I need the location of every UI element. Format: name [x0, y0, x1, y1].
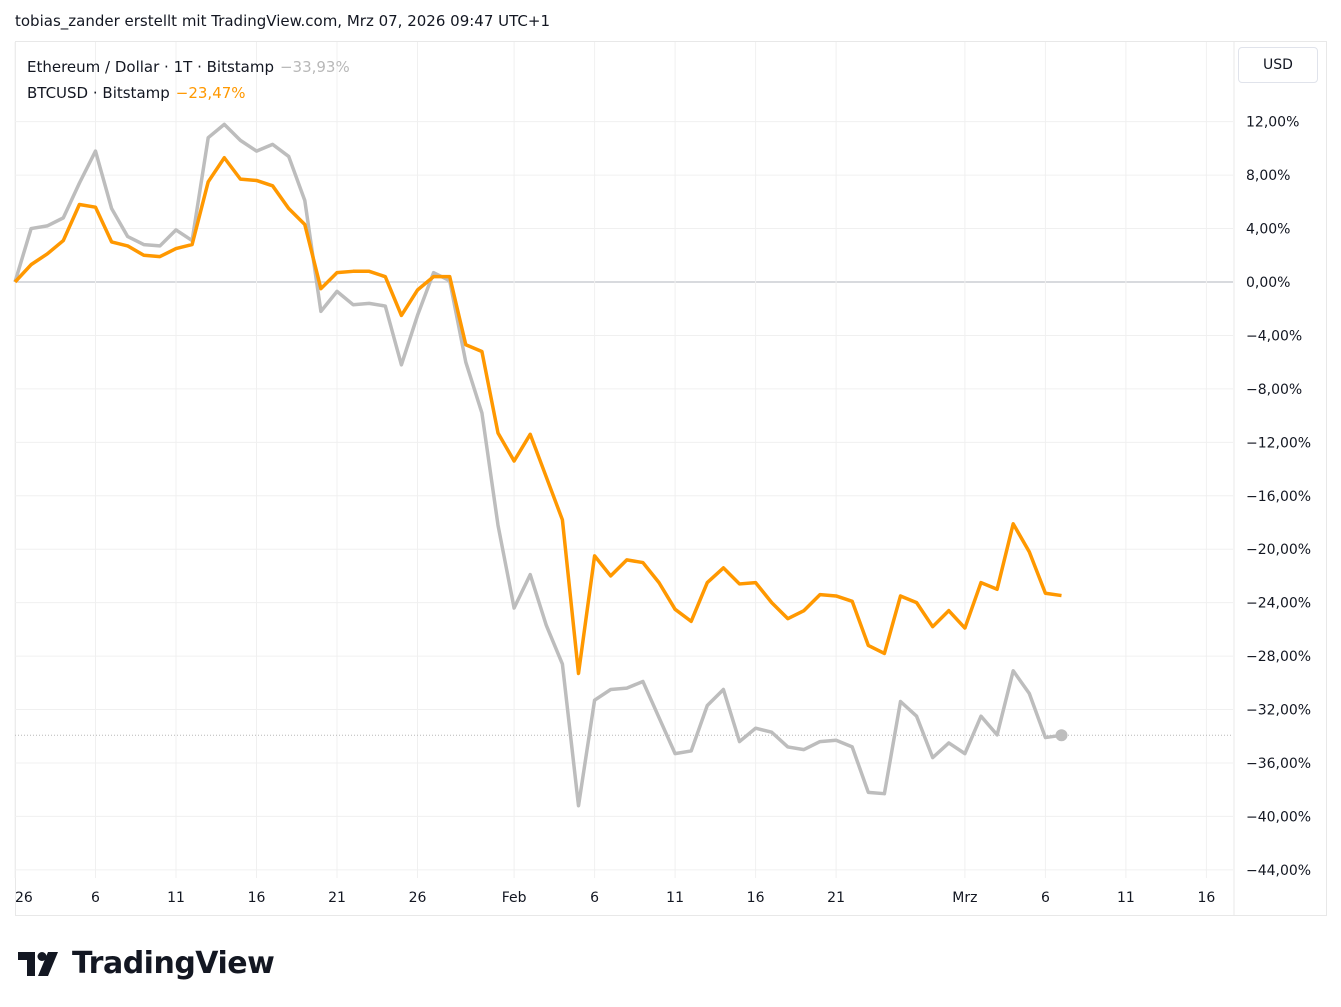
y-tick-label: −20,00% [1246, 542, 1311, 558]
y-tick-label: −40,00% [1246, 809, 1311, 825]
currency-button[interactable]: USD [1238, 47, 1318, 83]
y-tick-label: −16,00% [1246, 489, 1311, 505]
legend-btc-value: −23,47% [175, 84, 246, 102]
x-tick-label: Feb [502, 890, 527, 906]
legend-eth-label: Ethereum / Dollar · 1T · Bitstamp [27, 58, 274, 76]
x-tick-label: 16 [747, 890, 765, 906]
y-tick-label: −28,00% [1246, 649, 1311, 665]
tradingview-logo[interactable]: TradingView [18, 946, 275, 981]
x-tick-label: Mrz [952, 890, 977, 906]
eth-series-line [13, 122, 1062, 808]
x-tick-label: 11 [1117, 890, 1135, 906]
legend: Ethereum / Dollar · 1T · Bitstamp −33,93%… [27, 54, 350, 106]
y-tick-label: −32,00% [1246, 703, 1311, 719]
eth-last-point-marker [1055, 729, 1068, 742]
x-tick-label: 6 [91, 890, 100, 906]
x-tick-label: 21 [328, 890, 346, 906]
y-tick-label: −44,00% [1246, 863, 1311, 879]
attribution-header: tobias_zander erstellt mit TradingView.c… [15, 12, 550, 30]
legend-eth-value: −33,93% [279, 58, 350, 76]
y-tick-label: 0,00% [1246, 275, 1290, 291]
y-tick-label: −4,00% [1246, 328, 1302, 344]
x-tick-label: 21 [827, 890, 845, 906]
legend-btc[interactable]: BTCUSD · Bitstamp −23,47% [27, 80, 350, 106]
x-tick-label: 26 [15, 890, 33, 906]
y-tick-label: −12,00% [1246, 435, 1311, 451]
tradingview-logo-icon [18, 951, 58, 976]
y-tick-label: 8,00% [1246, 168, 1290, 184]
btc-series-line [13, 156, 1062, 676]
x-tick-label: 11 [666, 890, 684, 906]
y-tick-label: 4,00% [1246, 222, 1290, 238]
y-tick-label: −8,00% [1246, 382, 1302, 398]
x-tick-label: 6 [1041, 890, 1050, 906]
x-tick-label: 6 [590, 890, 599, 906]
x-tick-label: 11 [167, 890, 185, 906]
logo-text: TradingView [72, 946, 275, 981]
y-tick-label: −24,00% [1246, 596, 1311, 612]
x-tick-label: 16 [248, 890, 266, 906]
y-tick-label: 12,00% [1246, 115, 1299, 131]
x-tick-label: 16 [1197, 890, 1215, 906]
legend-btc-label: BTCUSD · Bitstamp [27, 84, 170, 102]
legend-eth[interactable]: Ethereum / Dollar · 1T · Bitstamp −33,93% [27, 54, 350, 80]
y-tick-label: −36,00% [1246, 756, 1311, 772]
x-tick-label: 26 [409, 890, 427, 906]
